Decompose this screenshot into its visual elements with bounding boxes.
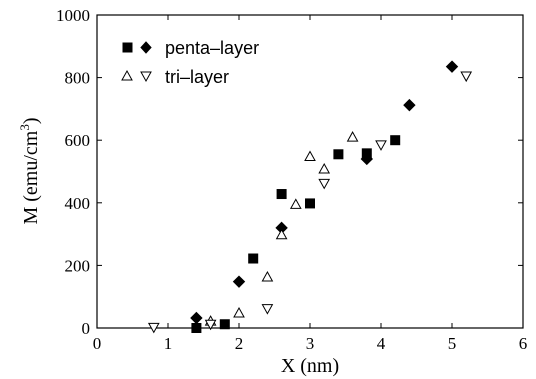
- penta-layer-diamond-filled-point: [190, 311, 203, 325]
- tri-layer-triangle-up-open-point: [275, 228, 288, 240]
- penta-layer-square-filled-point: [191, 323, 202, 333]
- penta-layer-diamond-filled-point: [403, 98, 416, 112]
- y-tick-label: 1000: [56, 6, 90, 25]
- y-axis-label-main: M (emu/cm: [20, 130, 42, 224]
- y-tick-label: 200: [65, 256, 91, 275]
- legend-label-penta-layer: penta–layer: [165, 38, 259, 58]
- penta-layer-diamond-filled-point: [445, 60, 459, 73]
- tri-layer-triangle-down-open-point: [261, 304, 274, 315]
- penta-layer-square-filled-point: [333, 149, 344, 160]
- legend-square-filled-icon: [122, 42, 133, 53]
- x-tick-label: 4: [377, 334, 386, 353]
- penta-layer-square-filled-point: [248, 253, 259, 264]
- x-tick-label: 6: [519, 334, 528, 353]
- penta-layer-square-filled-point: [390, 135, 401, 146]
- penta-layer-diamond-filled-point: [232, 275, 246, 288]
- penta-layer-square-filled-point: [276, 189, 287, 200]
- y-tick-label: 600: [65, 131, 91, 150]
- data-points: [147, 60, 473, 334]
- y-tick-label: 0: [82, 319, 91, 338]
- y-tick-label: 800: [65, 69, 91, 88]
- penta-layer-diamond-filled-point: [360, 152, 374, 166]
- tri-layer-triangle-down-open-point: [147, 322, 160, 334]
- y-axis-label: M (emu/cm3): [17, 117, 42, 224]
- legend-triangle-down-open-icon: [140, 71, 152, 83]
- x-tick-label: 3: [306, 334, 315, 353]
- tri-layer-triangle-up-open-point: [346, 131, 359, 142]
- x-tick-label: 1: [164, 334, 173, 353]
- tri-layer-triangle-down-open-point: [204, 319, 217, 331]
- y-axis-label-close: ): [20, 117, 42, 124]
- tick-labels: 0 1 2 3 4 5 6 0 200 400 600 800 1000: [56, 6, 527, 353]
- tri-layer-triangle-down-open-point: [375, 140, 387, 151]
- y-axis-label-superscript: 3: [17, 124, 32, 131]
- tri-layer-triangle-up-open-point: [261, 270, 274, 282]
- tri-layer-triangle-down-open-point: [318, 178, 331, 190]
- tri-layer-triangle-up-open-point: [318, 162, 331, 174]
- legend: penta–layer tri–layer: [121, 38, 259, 87]
- tri-layer-triangle-down-open-point: [460, 71, 473, 83]
- x-tick-label: 0: [93, 334, 102, 353]
- x-tick-label: 5: [448, 334, 457, 353]
- tri-layer-triangle-up-open-point: [289, 198, 302, 209]
- y-tick-label: 400: [65, 194, 91, 213]
- tri-layer-triangle-up-open-point: [304, 150, 316, 161]
- penta-layer-square-filled-point: [219, 319, 230, 330]
- legend-triangle-up-open-icon: [121, 69, 133, 81]
- x-axis-label: X (nm): [281, 355, 339, 377]
- legend-diamond-filled-icon: [140, 41, 152, 54]
- x-tick-label: 2: [235, 334, 244, 353]
- tri-layer-triangle-up-open-point: [233, 306, 245, 318]
- plot-frame: [96, 14, 524, 329]
- penta-layer-square-filled-point: [305, 198, 315, 209]
- legend-label-tri-layer: tri–layer: [165, 67, 229, 87]
- axis-ticks: [96, 14, 524, 329]
